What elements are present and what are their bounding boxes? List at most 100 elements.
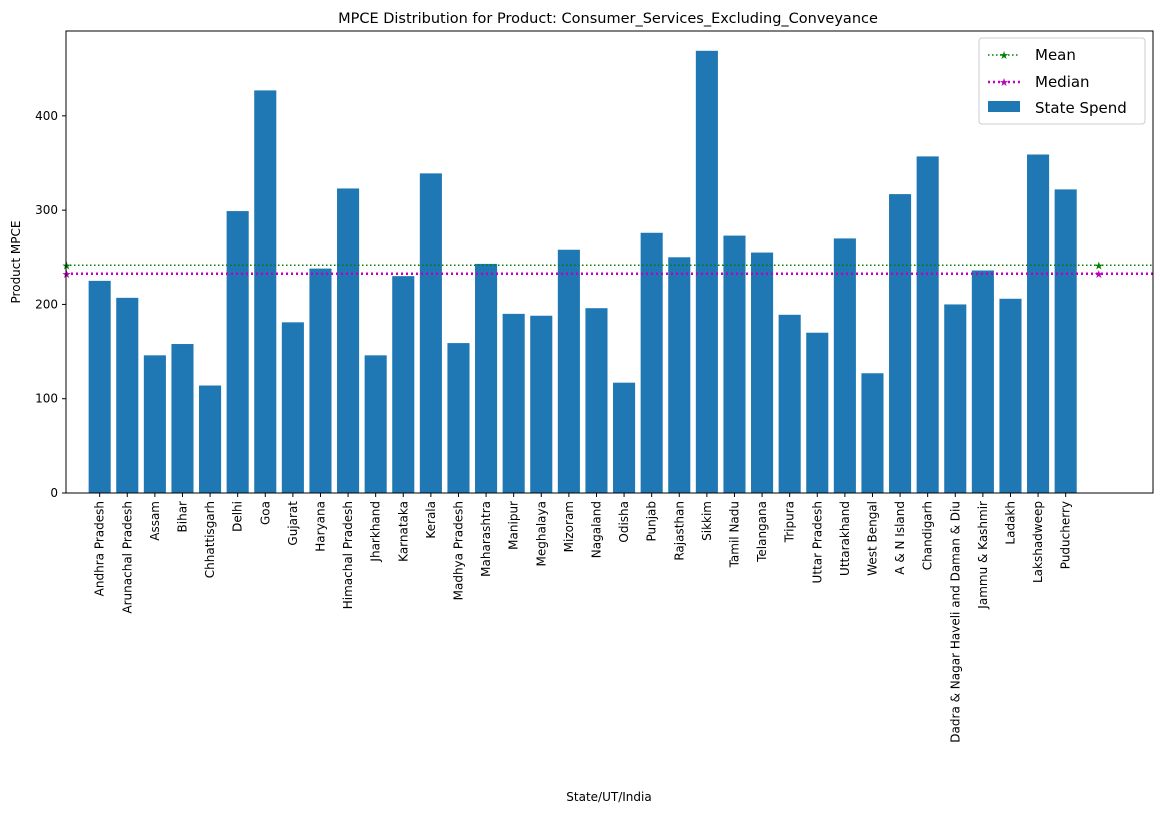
x-tick-label: Tamil Nadu [727, 501, 741, 568]
x-tick-label: Puducherry [1059, 501, 1073, 569]
bar-tamil-nadu [723, 235, 746, 493]
bar-chandigarh [916, 156, 939, 493]
bar-manipur [502, 313, 525, 493]
x-tick-label: Madhya Pradesh [451, 501, 465, 600]
x-tick-label: Lakshadweep [1031, 501, 1045, 583]
bar-telangana [751, 252, 774, 493]
bar-uttarakhand [833, 238, 856, 493]
bar-maharashtra [475, 263, 498, 493]
legend-box [978, 37, 1146, 125]
bar-gujarat [281, 322, 304, 493]
bar-nagaland [585, 308, 608, 493]
legend-state-spend-swatch [988, 101, 1020, 112]
x-tick-label: Bihar [175, 501, 189, 533]
x-tick-label: Odisha [617, 501, 631, 543]
bars-group [88, 50, 1077, 494]
x-tick-label: Andhra Pradesh [93, 501, 107, 596]
x-tick-label: Mizoram [562, 501, 576, 552]
bar-delhi [226, 211, 249, 493]
bar-ladakh [999, 298, 1022, 493]
plot-area: ★ ★★ ★ [62, 30, 1154, 494]
bar-bihar [171, 344, 194, 493]
x-tick-label: Sikkim [700, 501, 714, 541]
y-axis-title: Product MPCE [9, 221, 23, 304]
x-tick-label: Goa [258, 501, 272, 525]
bar-puducherry [1054, 189, 1077, 493]
x-tick-label: Ladakh [1003, 501, 1017, 545]
x-tick-label: Jammu & Kashmir [976, 501, 990, 610]
median-marker-start: ★ [62, 268, 72, 281]
y-tick-label: 400 [35, 109, 58, 123]
bar-assam [143, 355, 166, 493]
bar-west-bengal [861, 373, 884, 493]
bar-chhattisgarh [199, 385, 222, 493]
y-axis: 0 100 200 300 400 [35, 109, 66, 500]
legend-entry-median: ★ Median [988, 73, 1090, 91]
bar-arunachal-pradesh [116, 297, 139, 493]
x-axis-title: State/UT/India [566, 790, 651, 804]
bar-andhra-pradesh [88, 280, 111, 493]
bar-rajasthan [668, 257, 691, 493]
plot-frame [65, 30, 1154, 494]
x-tick-label: Dadra & Nagar Haveli and Daman & Diu [948, 501, 962, 743]
bar-odisha [613, 382, 636, 493]
bar-madhya-pradesh [447, 343, 470, 493]
x-tick-label: Karnataka [396, 501, 410, 562]
y-tick-label: 0 [50, 486, 58, 500]
x-tick-label: Himachal Pradesh [341, 501, 355, 609]
mean-marker-start: ★ [62, 259, 72, 272]
bar-goa [254, 90, 277, 494]
x-tick-label: West Bengal [865, 501, 879, 576]
x-tick-label: Tripura [783, 501, 797, 543]
x-tick-label: Nagaland [589, 501, 603, 558]
mean-marker-end: ★ [1094, 259, 1104, 272]
bar-meghalaya [530, 315, 553, 493]
bar-sikkim [695, 50, 718, 494]
x-tick-label: Manipur [507, 501, 521, 550]
x-tick-label: Punjab [645, 501, 659, 542]
bar-punjab [640, 232, 663, 493]
bar-mizoram [557, 249, 580, 493]
x-tick-label: Delhi [231, 501, 245, 532]
bar-tripura [778, 314, 801, 493]
y-tick-label: 200 [35, 297, 58, 311]
legend-mean-label: Mean [1035, 46, 1076, 64]
x-tick-label: Arunachal Pradesh [120, 501, 134, 614]
bar-dadra-nagar-haveli-and-daman-diu [944, 304, 967, 493]
bar-jammu-kashmir [971, 270, 994, 493]
x-tick-label: Chandigarh [921, 501, 935, 570]
x-tick-label: Kerala [424, 501, 438, 539]
bar-kerala [419, 173, 442, 493]
bar-haryana [309, 268, 332, 493]
x-tick-label: Uttarakhand [838, 501, 852, 576]
legend-state-spend-label: State Spend [1035, 99, 1127, 117]
bar-himachal-pradesh [337, 188, 360, 493]
legend-median-label: Median [1035, 73, 1090, 91]
x-tick-label: Uttar Pradesh [810, 501, 824, 583]
bar-jharkhand [364, 355, 387, 493]
x-tick-label: Assam [148, 501, 162, 541]
x-tick-label: Maharashtra [479, 501, 493, 577]
x-tick-label: Rajasthan [672, 501, 686, 561]
x-tick-label: Meghalaya [534, 501, 548, 566]
median-marker-end: ★ [1094, 268, 1104, 281]
x-tick-label: Chhattisgarh [203, 501, 217, 578]
legend: ★ Mean ★ Median State Spend [978, 37, 1146, 125]
x-tick-label: Haryana [313, 501, 327, 552]
legend-mean-star-icon: ★ [999, 49, 1009, 62]
bar-lakshadweep [1027, 154, 1050, 493]
legend-entry-state-spend: State Spend [988, 99, 1127, 117]
legend-median-star-icon: ★ [999, 76, 1009, 89]
x-axis: Andhra Pradesh Arunachal Pradesh Assam Biha… [93, 493, 1073, 743]
x-tick-label: Gujarat [286, 501, 300, 546]
y-tick-label: 300 [35, 203, 58, 217]
x-tick-label: Jharkhand [369, 501, 383, 563]
chart-title: MPCE Distribution for Product: Consumer_… [338, 11, 878, 27]
reference-lines-group: ★ ★★ ★ [62, 259, 1153, 281]
x-tick-label: A & N Island [893, 501, 907, 575]
legend-entry-mean: ★ Mean [988, 46, 1076, 64]
bar-a-n-island [889, 194, 912, 494]
bar-karnataka [392, 276, 415, 493]
x-tick-label: Telangana [755, 501, 769, 563]
